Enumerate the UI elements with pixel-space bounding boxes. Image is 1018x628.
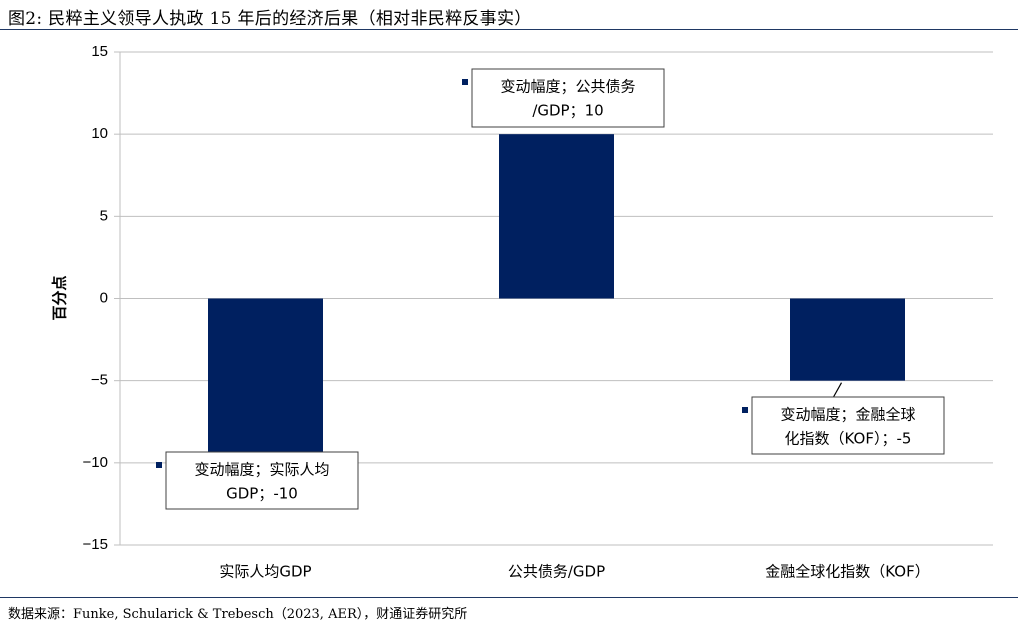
data-label-text: 化指数（KOF）；-5 — [785, 430, 912, 448]
leader-line — [832, 382, 843, 398]
source-note: 数据来源：Funke, Schularick & Trebesch（2023, … — [8, 607, 468, 622]
bar — [208, 298, 323, 463]
data-labels: 变动幅度；实际人均 GDP；-10 变动幅度；公共债务/GDP；10 变动幅度；金融全… — [156, 68, 945, 510]
y-tick-label: −5 — [91, 372, 108, 389]
bar — [499, 134, 614, 299]
title-rule — [0, 29, 1018, 30]
data-label: 变动幅度；实际人均 GDP；-10 — [156, 451, 359, 510]
data-label: 变动幅度；公共债务/GDP；10 — [462, 68, 665, 128]
bars — [208, 134, 905, 463]
category-label: 实际人均GDP — [219, 563, 311, 581]
data-label-text: 变动幅度；金融全球 — [780, 406, 915, 424]
y-tick-label: 10 — [91, 125, 108, 142]
category-label: 公共债务/GDP — [508, 563, 605, 581]
category-labels: 实际人均GDP 公共债务/GDP 金融全球化指数（KOF） — [219, 563, 929, 581]
y-tick-label: −15 — [83, 536, 108, 553]
source-rule — [0, 597, 1018, 598]
y-tick-label: 5 — [100, 207, 108, 224]
data-label-text: /GDP；10 — [532, 102, 603, 120]
series-marker — [742, 407, 748, 413]
data-label-box — [751, 396, 945, 455]
category-label: 金融全球化指数（KOF） — [765, 563, 929, 581]
data-label-box — [471, 68, 665, 128]
y-tick-label: 15 — [91, 43, 108, 60]
series-marker — [462, 79, 468, 85]
data-label-box — [165, 451, 359, 510]
bar — [790, 298, 905, 381]
y-tick-labels: 15 10 5 0 −5 −10 −15 — [83, 43, 108, 553]
data-label: 变动幅度；金融全球化指数（KOF）；-5 — [742, 382, 945, 455]
y-tick-label: −10 — [83, 454, 108, 471]
y-axis-label: 百分点 — [51, 275, 69, 320]
y-tick-label: 0 — [100, 289, 108, 306]
data-label-text: 变动幅度；公共债务 — [500, 78, 635, 96]
data-label-text: GDP；-10 — [226, 485, 298, 503]
series-marker — [156, 462, 162, 468]
figure-title: 图2: 民粹主义领导人执政 15 年后的经济后果（相对非民粹反事实） — [8, 9, 532, 29]
bar-chart: 15 10 5 0 −5 −10 −15 实际人均GDP 公共债务/GDP 金融全球化指数（KO… — [51, 43, 993, 581]
data-label-text: 变动幅度；实际人均 — [194, 461, 329, 479]
